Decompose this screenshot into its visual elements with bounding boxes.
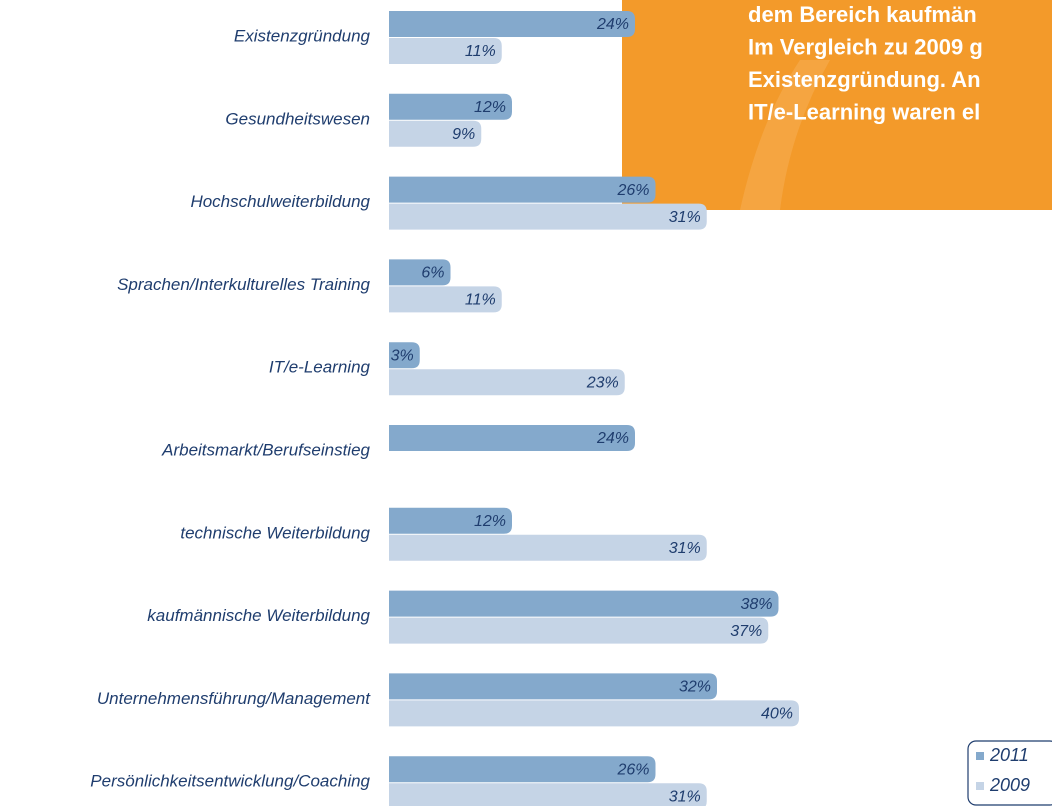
bar bbox=[389, 11, 635, 37]
category-label: Hochschulweiterbildung bbox=[190, 192, 370, 211]
bar bbox=[389, 286, 502, 313]
bar bbox=[389, 38, 502, 64]
annotation-box bbox=[622, 0, 1052, 210]
value-label: 11% bbox=[465, 292, 496, 309]
category-label: kaufmännische Weiterbildung bbox=[147, 606, 370, 625]
legend-swatch bbox=[976, 782, 984, 790]
bar bbox=[389, 507, 512, 534]
category-label: Sprachen/Interkulturelles Training bbox=[117, 275, 370, 294]
bar bbox=[389, 176, 656, 203]
value-label: 24% bbox=[596, 16, 629, 33]
annotation-line: dem Bereich kaufmän bbox=[748, 2, 977, 27]
value-label: 12% bbox=[474, 99, 506, 116]
bar bbox=[389, 590, 779, 617]
bar bbox=[389, 700, 799, 727]
bar bbox=[389, 120, 482, 147]
value-label: 23% bbox=[586, 374, 619, 391]
category-label: Persönlichkeitsentwicklung/Coaching bbox=[90, 772, 370, 791]
bar bbox=[389, 783, 707, 806]
bar bbox=[389, 756, 656, 783]
bar bbox=[389, 617, 769, 644]
category-label: Existenzgründung bbox=[234, 26, 371, 45]
value-label: 11% bbox=[465, 43, 496, 60]
category-label: Arbeitsmarkt/Berufseinstieg bbox=[161, 440, 370, 459]
value-label: 32% bbox=[679, 679, 711, 696]
value-label: 26% bbox=[616, 182, 649, 199]
value-label: 3% bbox=[391, 347, 414, 364]
bar bbox=[389, 673, 717, 700]
legend-label: 2011 bbox=[989, 745, 1029, 765]
category-label: Unternehmensführung/Management bbox=[97, 689, 371, 708]
legend-swatch bbox=[976, 752, 984, 760]
value-label: 24% bbox=[596, 430, 629, 447]
legend-label: 2009 bbox=[989, 775, 1030, 795]
value-label: 31% bbox=[669, 209, 701, 226]
value-label: 37% bbox=[730, 623, 762, 640]
category-label: Gesundheitswesen bbox=[225, 109, 370, 128]
value-label: 31% bbox=[669, 540, 701, 557]
bar bbox=[389, 203, 707, 230]
annotation-line: Existenzgründung. An bbox=[748, 67, 981, 92]
value-label: 38% bbox=[740, 596, 772, 613]
bar bbox=[389, 259, 451, 286]
bar bbox=[389, 534, 707, 561]
bar bbox=[389, 369, 625, 396]
legend-box bbox=[967, 740, 1052, 806]
annotation-line: Im Vergleich zu 2009 g bbox=[748, 34, 983, 59]
value-label: 26% bbox=[616, 761, 649, 778]
bar bbox=[389, 93, 512, 120]
bar bbox=[389, 425, 635, 451]
value-label: 12% bbox=[474, 513, 506, 530]
annotation-line: IT/e-Learning waren el bbox=[748, 99, 980, 124]
category-label: technische Weiterbildung bbox=[180, 523, 370, 542]
bar bbox=[389, 342, 420, 369]
value-label: 31% bbox=[669, 788, 701, 805]
quote-decoration bbox=[740, 60, 830, 210]
value-label: 9% bbox=[452, 126, 475, 143]
value-label: 6% bbox=[421, 265, 444, 282]
category-label: IT/e-Learning bbox=[269, 358, 371, 377]
value-label: 40% bbox=[761, 706, 793, 723]
